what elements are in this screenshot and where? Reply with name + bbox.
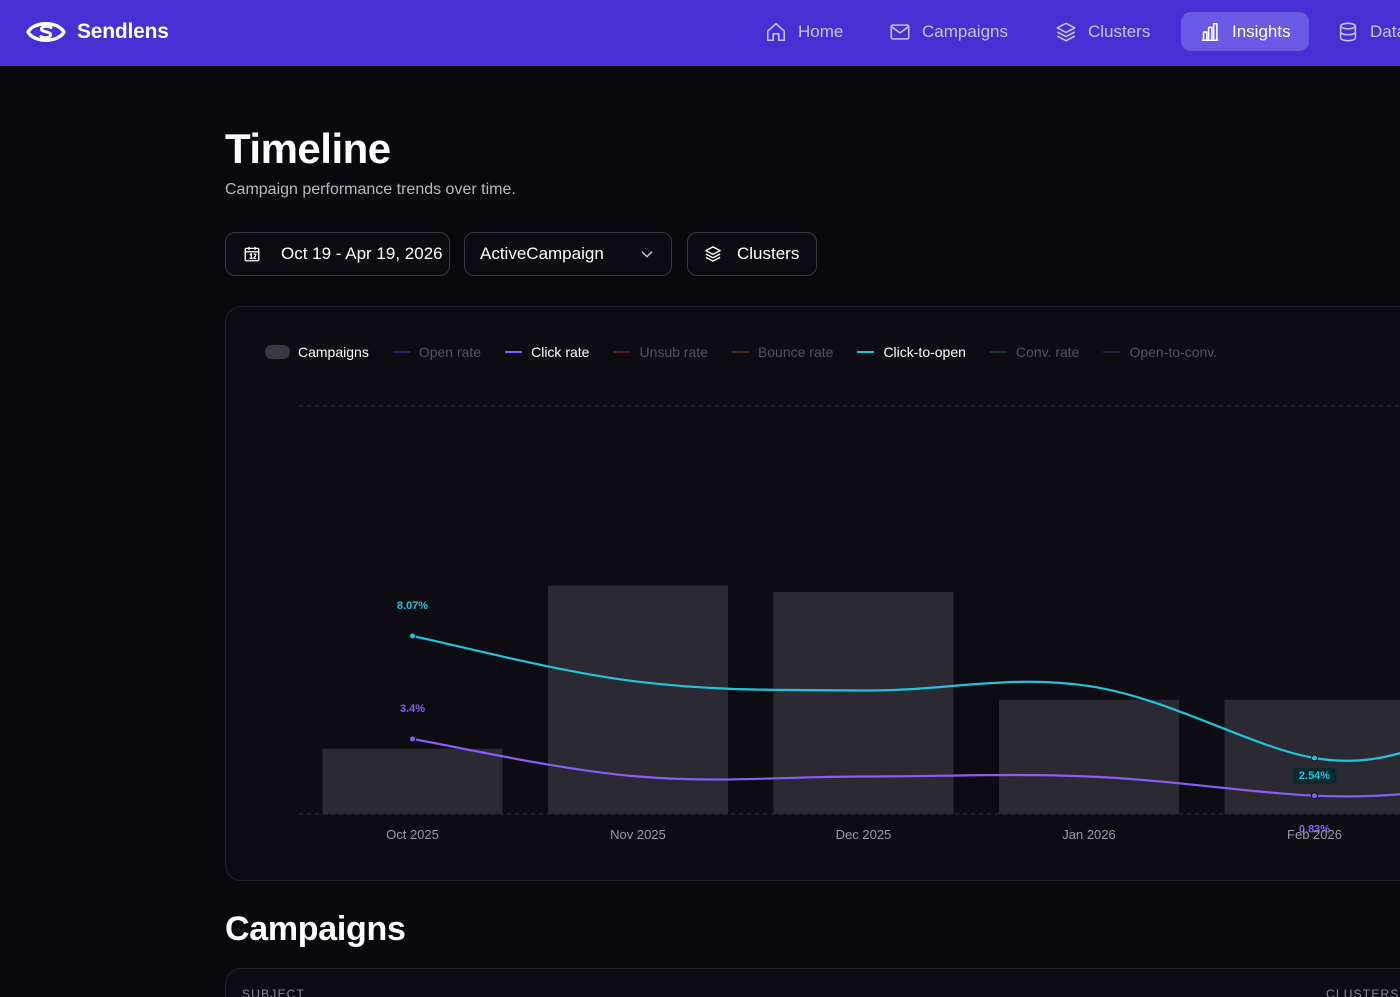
layers-icon [705, 246, 721, 262]
legend-item-click-to-open[interactable]: Click-to-open [857, 344, 966, 360]
legend-item-campaigns[interactable]: Campaigns [265, 344, 369, 360]
legend-label: Campaigns [298, 344, 369, 360]
page-subtitle: Campaign performance trends over time. [225, 181, 516, 198]
campaigns-bar [322, 748, 503, 814]
column-header-clusters[interactable]: CLUSTERS [1326, 987, 1400, 997]
campaigns-table: SUBJECT CLUSTERS [225, 968, 1400, 997]
data-label: 2.54% [1299, 770, 1330, 782]
sendlens-logo-icon [26, 22, 66, 42]
legend-swatch [613, 351, 631, 353]
chart-legend: Campaigns Open rate Click rate Unsub rat… [265, 343, 1241, 361]
campaigns-bar [999, 699, 1179, 814]
platform-select-value: ActiveCampaign [480, 244, 604, 263]
campaigns-bar [773, 592, 954, 814]
data-point [1311, 754, 1318, 762]
data-label: 3.4% [400, 703, 425, 715]
date-range-picker[interactable]: Oct 19 - Apr 19, 2026 [225, 232, 450, 276]
legend-label: Open-to-conv. [1129, 344, 1218, 360]
x-axis-tick-label: Jan 2026 [1062, 827, 1116, 842]
chevron-down-icon [641, 251, 653, 258]
nav-item-label: Insights [1232, 21, 1291, 41]
legend-swatch [1103, 351, 1121, 353]
legend-item-click-rate[interactable]: Click rate [505, 344, 589, 360]
legend-item-bounce-rate[interactable]: Bounce rate [731, 344, 834, 360]
data-label: 8.07% [397, 600, 428, 612]
clusters-filter-label: Clusters [737, 244, 800, 263]
top-navigation-bar: Sendlens Home Campaigns Clusters Insight… [0, 0, 1400, 66]
legend-swatch [731, 351, 749, 353]
legend-item-conv-rate[interactable]: Conv. rate [989, 344, 1080, 360]
legend-item-open-to-conv[interactable]: Open-to-conv. [1103, 344, 1217, 360]
x-axis-tick-label: Nov 2025 [610, 827, 666, 842]
legend-swatch [989, 351, 1007, 353]
calendar-icon [244, 246, 260, 262]
legend-label: Click-to-open [883, 344, 966, 360]
x-axis-tick-label: Feb 2026 [1287, 827, 1342, 842]
nav-item-insights[interactable]: Insights [1181, 12, 1309, 51]
legend-swatch [265, 345, 290, 359]
nav-item-home[interactable]: Home [747, 12, 859, 51]
legend-swatch [857, 351, 875, 353]
legend-item-open-rate[interactable]: Open rate [392, 344, 482, 360]
nav-item-campaigns[interactable]: Campaigns [871, 12, 1024, 51]
brand-name: Sendlens [77, 20, 169, 43]
legend-swatch [392, 351, 410, 353]
main-nav: Home Campaigns Clusters Insights Data [0, 12, 1400, 51]
nav-item-data[interactable]: Data [1319, 12, 1400, 51]
layers-icon [1056, 22, 1076, 41]
data-point [1311, 792, 1318, 800]
legend-label: Open rate [418, 344, 482, 360]
nav-item-label: Clusters [1088, 21, 1151, 41]
legend-label: Conv. rate [1015, 344, 1080, 360]
legend-label: Unsub rate [639, 344, 708, 360]
campaigns-section-title: Campaigns [225, 910, 406, 948]
data-point [409, 632, 416, 640]
legend-swatch [505, 351, 523, 353]
nav-item-clusters[interactable]: Clusters [1037, 12, 1166, 51]
data-label: 0.83% [1299, 824, 1330, 836]
data-point [409, 735, 416, 743]
bar-chart-icon [1201, 22, 1219, 41]
home-icon [766, 22, 786, 41]
platform-select[interactable]: ActiveCampaign [464, 232, 672, 276]
data-label-bg [1292, 767, 1337, 784]
column-header-subject[interactable]: SUBJECT [242, 987, 306, 997]
timeline-chart: 8.07% 2.54% 3.4% 0.83% Oct 2025 Nov 2025 Dec 2… [299, 405, 1400, 842]
nav-item-label: Campaigns [922, 21, 1008, 41]
brand[interactable]: Sendlens [26, 16, 169, 48]
database-icon [1339, 22, 1357, 41]
x-axis-tick-label: Oct 2025 [386, 827, 439, 842]
page-title: Timeline [225, 125, 391, 172]
timeline-chart-card: Campaigns Open rate Click rate Unsub rat… [225, 306, 1400, 881]
date-range-value: Oct 19 - Apr 19, 2026 [281, 244, 443, 263]
clusters-filter-button[interactable]: Clusters [687, 232, 817, 276]
legend-item-unsub-rate[interactable]: Unsub rate [613, 344, 708, 360]
legend-label: Click rate [531, 344, 590, 360]
x-axis-tick-label: Dec 2025 [836, 827, 892, 842]
nav-item-label: Home [798, 21, 844, 41]
legend-label: Bounce rate [757, 344, 834, 360]
nav-item-label: Data [1370, 21, 1400, 41]
mail-icon [890, 23, 910, 40]
